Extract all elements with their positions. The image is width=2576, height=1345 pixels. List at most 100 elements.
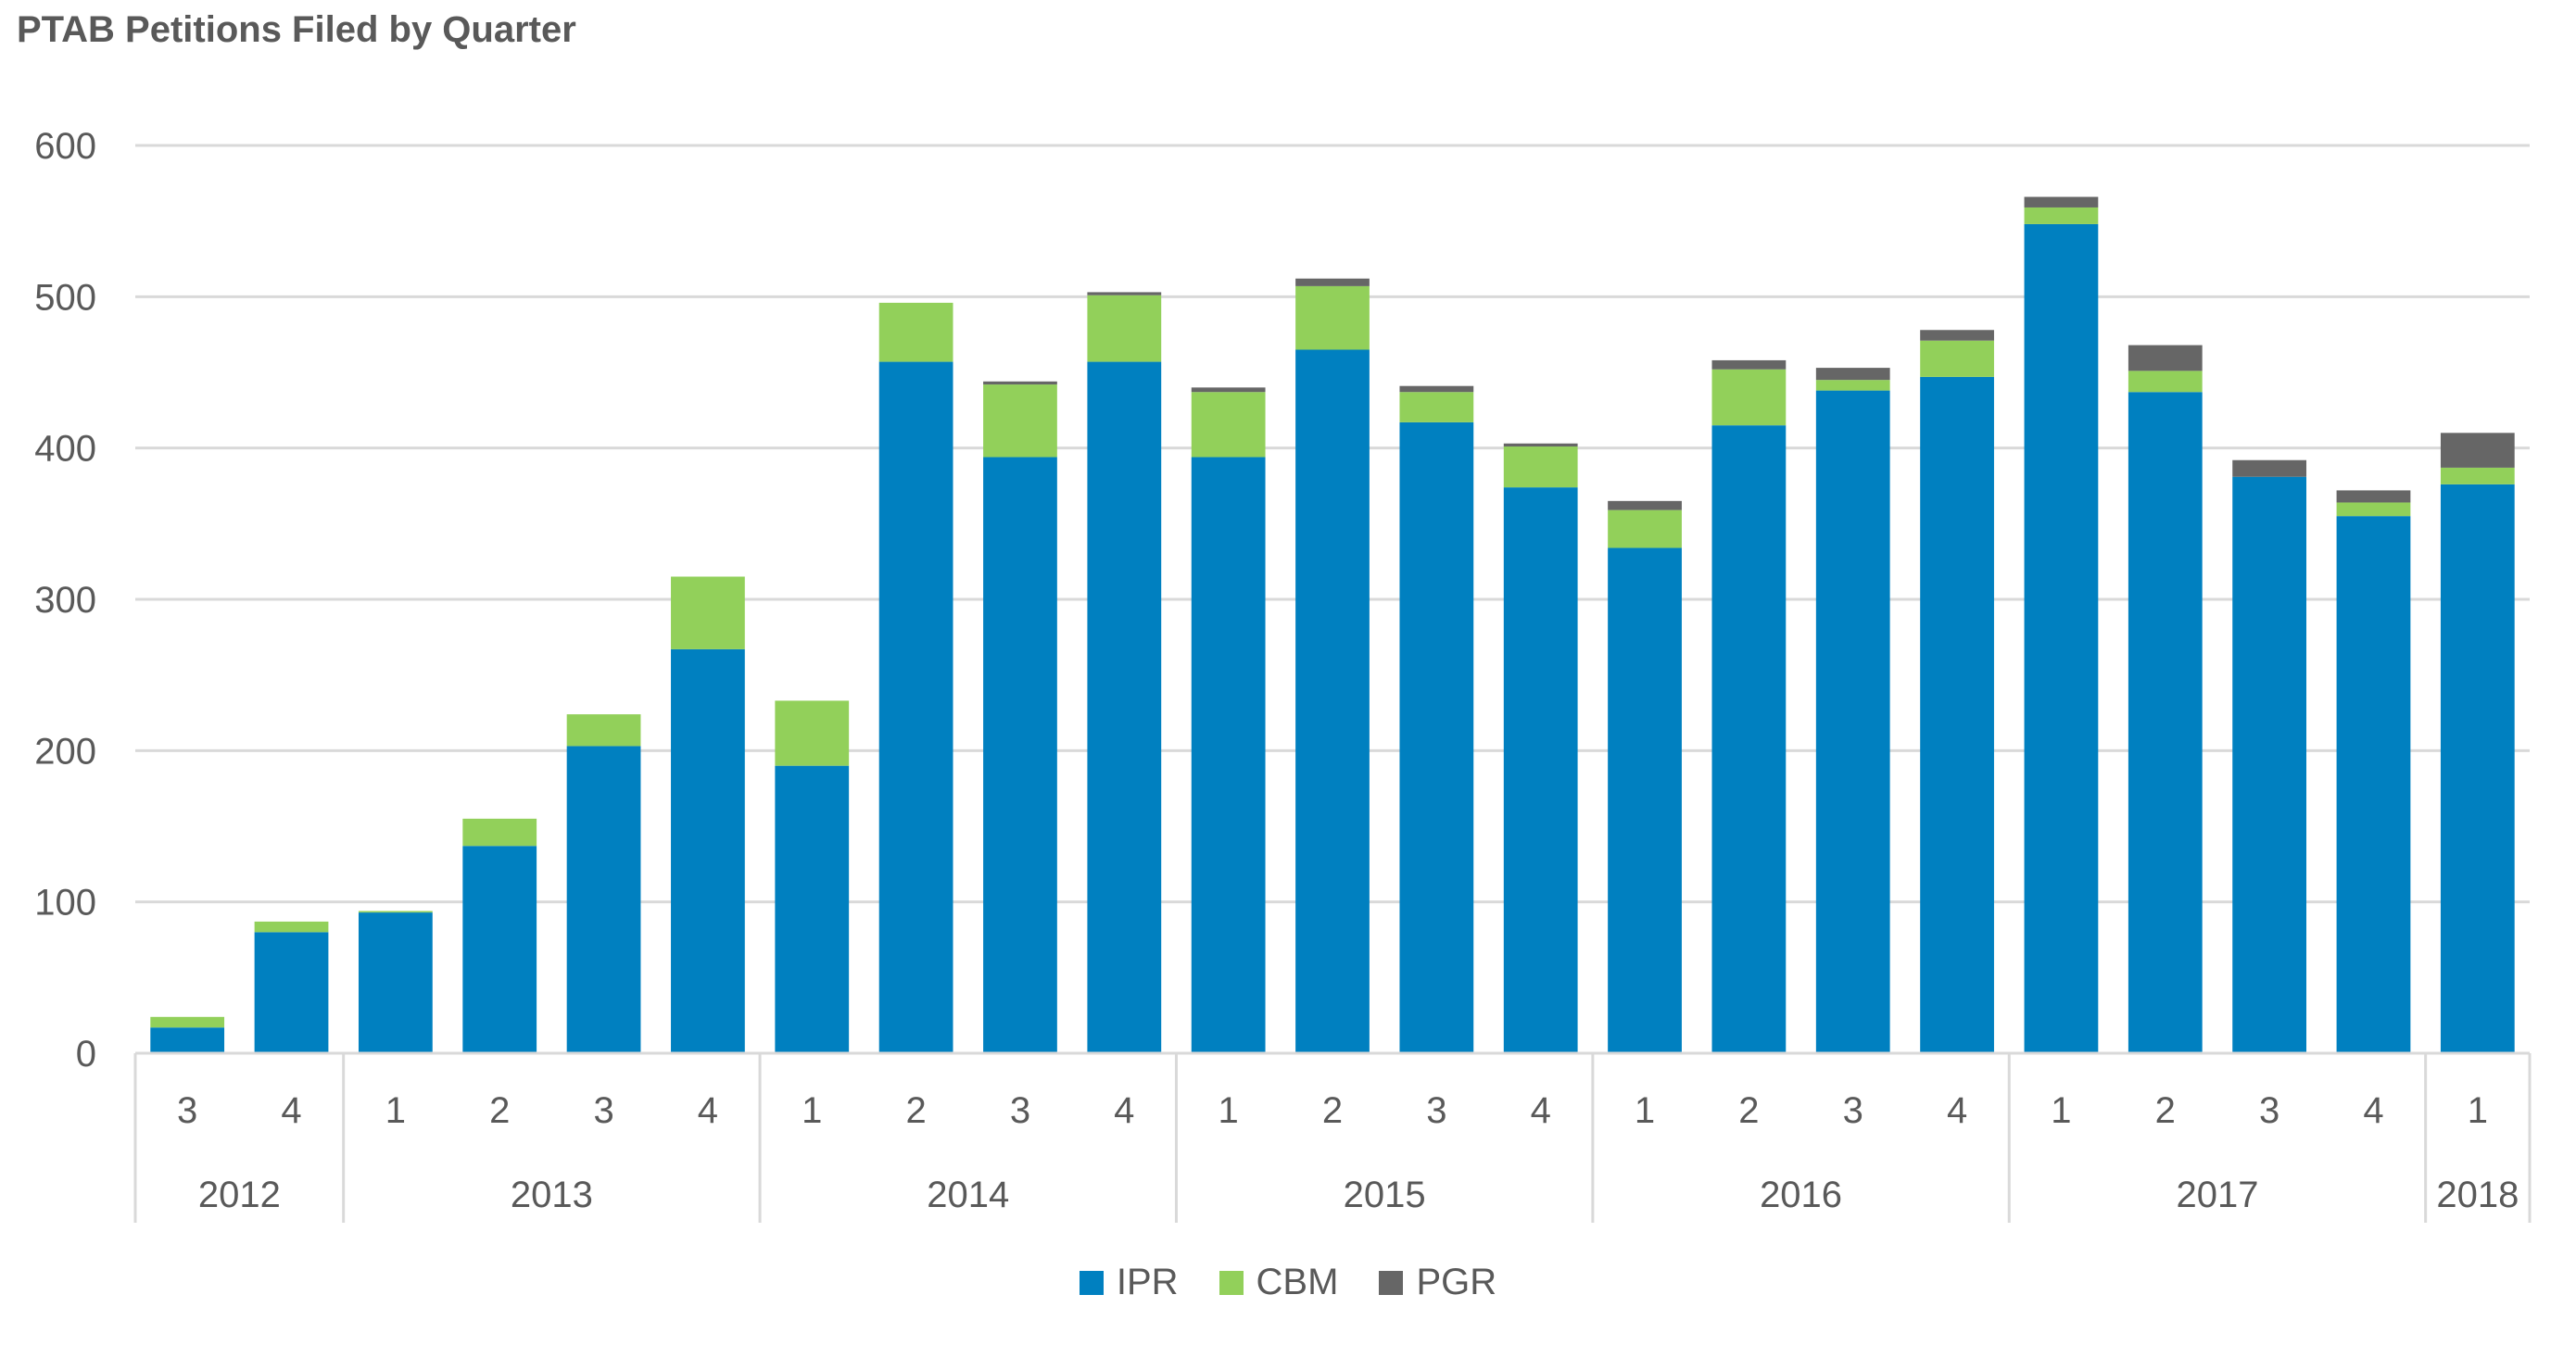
bar-ipr — [1712, 425, 1787, 1053]
bar-ipr — [567, 746, 641, 1053]
legend: IPR CBM PGR — [0, 1262, 2576, 1303]
x-tick-label-quarter: 2 — [489, 1090, 510, 1131]
bar-pgr — [1712, 360, 1787, 370]
bar-cbm — [2128, 371, 2203, 392]
y-tick-label: 600 — [34, 126, 96, 167]
bar-ipr — [359, 912, 433, 1053]
bar-ipr — [255, 932, 329, 1053]
bar-ipr — [1608, 547, 1682, 1053]
bar-pgr — [2441, 433, 2515, 468]
bar-ipr — [2232, 477, 2306, 1053]
x-tick-label-quarter: 2 — [1738, 1090, 1759, 1131]
bar-cbm — [1192, 392, 1266, 457]
x-tick-label-quarter: 4 — [1114, 1090, 1134, 1131]
bar-ipr — [1920, 377, 1994, 1053]
bar-ipr — [2128, 392, 2203, 1053]
x-tick-label-year: 2015 — [1344, 1175, 1426, 1215]
legend-swatch-cbm — [1219, 1271, 1244, 1295]
bar-ipr — [2441, 484, 2515, 1053]
bar-pgr — [1399, 386, 1473, 393]
bar-ipr — [2337, 516, 2411, 1053]
bar-ipr — [1192, 457, 1266, 1053]
x-tick-label-year: 2013 — [511, 1175, 593, 1215]
x-tick-label-quarter: 4 — [698, 1090, 718, 1131]
bar-cbm — [1504, 446, 1578, 487]
legend-item-pgr: PGR — [1379, 1262, 1496, 1303]
bar-cbm — [1087, 295, 1161, 362]
bar-cbm — [2337, 502, 2411, 516]
bar-ipr — [1816, 391, 1890, 1053]
bar-pgr — [2232, 460, 2306, 477]
bar-cbm — [2025, 207, 2099, 224]
x-tick-label-year: 2018 — [2436, 1175, 2519, 1215]
bar-cbm — [150, 1017, 224, 1027]
bar-pgr — [1608, 501, 1682, 510]
bar-ipr — [1504, 487, 1578, 1053]
bar-pgr — [1504, 444, 1578, 446]
stacked-bar-chart: 0100200300400500600341234123412341234123… — [0, 0, 2576, 1345]
bar-ipr — [1295, 350, 1370, 1054]
bar-cbm — [879, 303, 953, 362]
y-tick-label: 0 — [76, 1034, 96, 1075]
y-tick-label: 200 — [34, 731, 96, 772]
bar-pgr — [1816, 368, 1890, 380]
bar-cbm — [983, 384, 1057, 457]
bar-pgr — [2337, 490, 2411, 502]
x-tick-label-quarter: 2 — [905, 1090, 926, 1131]
bar-pgr — [983, 382, 1057, 384]
x-tick-label-quarter: 1 — [1635, 1090, 1655, 1131]
bar-cbm — [255, 922, 329, 932]
x-tick-label-quarter: 3 — [177, 1090, 197, 1131]
bar-ipr — [1087, 362, 1161, 1053]
bar-cbm — [1608, 510, 1682, 548]
bar-cbm — [462, 819, 537, 846]
bar-pgr — [1192, 387, 1266, 392]
bar-pgr — [2128, 346, 2203, 371]
x-tick-label-quarter: 3 — [1843, 1090, 1863, 1131]
x-tick-label-quarter: 4 — [2363, 1090, 2383, 1131]
x-tick-label-year: 2017 — [2176, 1175, 2258, 1215]
bar-cbm — [775, 700, 849, 765]
bar-cbm — [567, 714, 641, 746]
bar-cbm — [1399, 392, 1473, 422]
legend-label-pgr: PGR — [1416, 1262, 1496, 1303]
y-tick-label: 500 — [34, 277, 96, 318]
x-tick-label-year: 2014 — [927, 1175, 1009, 1215]
bar-cbm — [1712, 370, 1787, 425]
bar-pgr — [1295, 279, 1370, 286]
x-tick-label-year: 2016 — [1760, 1175, 1842, 1215]
x-tick-label-quarter: 1 — [1219, 1090, 1239, 1131]
x-tick-label-quarter: 4 — [281, 1090, 301, 1131]
x-tick-label-quarter: 3 — [1426, 1090, 1446, 1131]
bar-ipr — [775, 766, 849, 1053]
x-tick-label-quarter: 3 — [593, 1090, 613, 1131]
y-tick-label: 100 — [34, 883, 96, 924]
legend-item-ipr: IPR — [1080, 1262, 1179, 1303]
bar-cbm — [359, 911, 433, 912]
bar-cbm — [1816, 380, 1890, 390]
legend-label-ipr: IPR — [1117, 1262, 1179, 1303]
bar-pgr — [1087, 292, 1161, 295]
bar-cbm — [2441, 468, 2515, 484]
bar-cbm — [671, 577, 745, 649]
legend-item-cbm: CBM — [1219, 1262, 1339, 1303]
bar-ipr — [671, 649, 745, 1053]
x-tick-label-quarter: 4 — [1947, 1090, 1967, 1131]
bar-pgr — [1920, 330, 1994, 340]
x-tick-label-quarter: 1 — [385, 1090, 406, 1131]
legend-swatch-ipr — [1080, 1271, 1104, 1295]
bar-cbm — [1920, 341, 1994, 377]
x-tick-label-quarter: 1 — [2468, 1090, 2488, 1131]
y-tick-label: 300 — [34, 580, 96, 621]
bar-ipr — [2025, 224, 2099, 1053]
x-tick-label-quarter: 1 — [802, 1090, 822, 1131]
x-tick-label-quarter: 3 — [1010, 1090, 1030, 1131]
bar-ipr — [462, 846, 537, 1053]
bar-cbm — [1295, 286, 1370, 350]
bar-ipr — [150, 1027, 224, 1053]
y-tick-label: 400 — [34, 429, 96, 470]
legend-swatch-pgr — [1379, 1271, 1403, 1295]
x-tick-label-quarter: 4 — [1531, 1090, 1551, 1131]
bar-ipr — [1399, 422, 1473, 1053]
legend-label-cbm: CBM — [1256, 1262, 1339, 1303]
